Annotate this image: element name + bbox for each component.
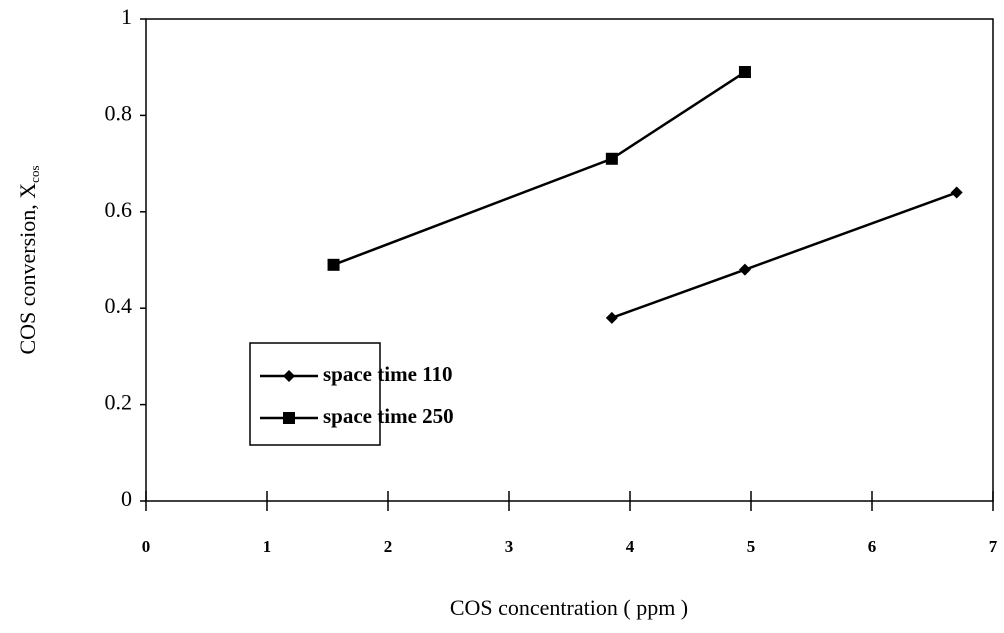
x-tick-label: 1	[263, 537, 272, 556]
marker	[950, 186, 963, 199]
x-tick-label: 7	[989, 537, 998, 556]
marker	[283, 412, 295, 424]
x-tick-label: 3	[505, 537, 514, 556]
marker	[738, 66, 751, 79]
marker	[605, 152, 618, 165]
y-tick-label: 0.2	[105, 390, 133, 415]
y-tick-label: 0	[121, 486, 132, 511]
marker	[283, 370, 295, 382]
y-axis-label: COS conversion, Xcos	[15, 165, 42, 354]
x-tick-label: 4	[626, 537, 635, 556]
marker	[605, 311, 618, 324]
y-tick-label: 0.8	[105, 100, 133, 125]
y-tick-label: 0.6	[105, 197, 133, 222]
legend-box	[249, 342, 381, 446]
y-axis-label-subscript: cos	[27, 165, 42, 182]
series-line	[333, 70, 746, 266]
x-tick-label: 2	[384, 537, 393, 556]
legend-label: space time 110	[323, 362, 452, 386]
marker	[327, 258, 340, 271]
series-line	[611, 191, 958, 320]
x-tick-label: 0	[142, 537, 151, 556]
marker	[738, 263, 751, 276]
y-tick-label: 1	[121, 4, 132, 29]
plot-frame	[145, 18, 994, 502]
x-tick-label: 5	[747, 537, 756, 556]
x-tick-label: 6	[868, 537, 877, 556]
legend-label: space time 250	[323, 404, 454, 428]
y-tick-label: 0.4	[105, 293, 133, 318]
y-axis-label-main: COS conversion, X	[15, 183, 40, 355]
x-axis-label: COS concentration ( ppm )	[450, 595, 688, 620]
